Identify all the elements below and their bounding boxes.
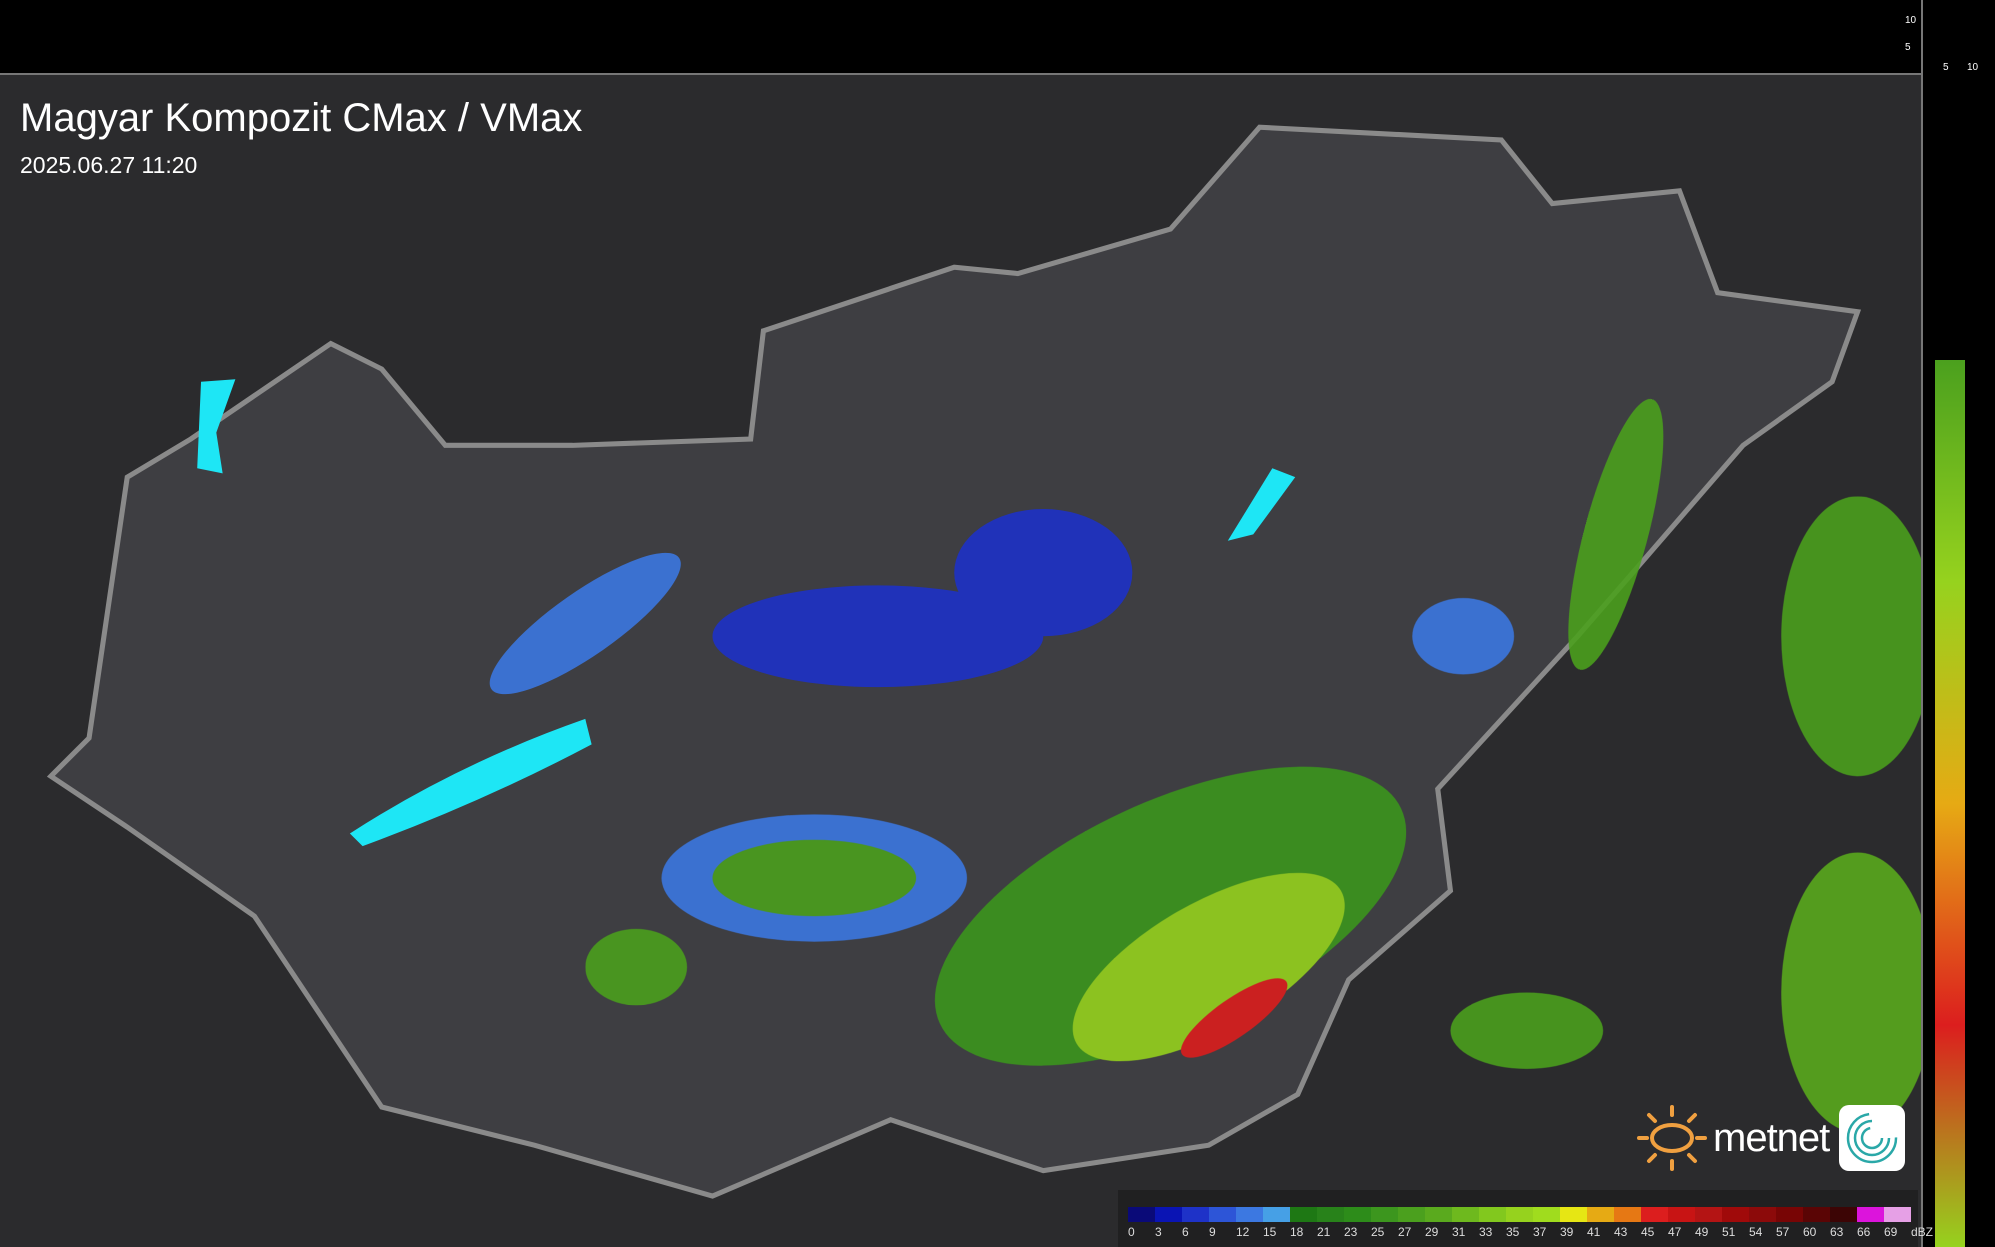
legend-swatch <box>1803 1207 1830 1222</box>
legend-label: 60 <box>1803 1225 1817 1239</box>
lakes <box>197 379 1296 847</box>
legend-label: 21 <box>1317 1225 1331 1239</box>
legend-swatch <box>1641 1207 1668 1222</box>
legend-swatch <box>1668 1207 1695 1222</box>
legend-swatch <box>1776 1207 1803 1222</box>
legend-swatch <box>1263 1207 1290 1222</box>
profile-label-5: 5 <box>1905 42 1911 53</box>
legend-label: 3 <box>1155 1225 1162 1239</box>
legend-swatch <box>1830 1207 1857 1222</box>
metnet-logo: metnet <box>1637 1103 1906 1173</box>
legend-label: 35 <box>1506 1225 1520 1239</box>
legend-label: 49 <box>1695 1225 1709 1239</box>
legend-label: 23 <box>1344 1225 1358 1239</box>
profile-label-right-5: 5 <box>1943 62 1949 73</box>
profile-label-right-10: 10 <box>1967 62 1979 73</box>
legend-label: 25 <box>1371 1225 1385 1239</box>
legend-swatch <box>1317 1207 1344 1222</box>
legend-swatch <box>1182 1207 1209 1222</box>
legend-swatch <box>1398 1207 1425 1222</box>
profile-label-10: 10 <box>1905 15 1917 26</box>
sun-icon <box>1637 1105 1707 1171</box>
legend-label: 63 <box>1830 1225 1844 1239</box>
legend-label: 54 <box>1749 1225 1763 1239</box>
legend-swatch <box>1479 1207 1506 1222</box>
legend-swatch <box>1155 1207 1182 1222</box>
legend-label: 39 <box>1560 1225 1574 1239</box>
legend-label: 12 <box>1236 1225 1250 1239</box>
legend-swatch <box>1533 1207 1560 1222</box>
legend-label: 27 <box>1398 1225 1412 1239</box>
legend-swatch <box>1452 1207 1479 1222</box>
legend-swatch <box>1425 1207 1452 1222</box>
legend-label: 15 <box>1263 1225 1277 1239</box>
legend-swatch <box>1722 1207 1749 1222</box>
legend-label: 45 <box>1641 1225 1655 1239</box>
map-title: Magyar Kompozit CMax / VMax <box>20 96 583 140</box>
map-timestamp: 2025.06.27 11:20 <box>20 152 198 178</box>
legend-swatch <box>1614 1207 1641 1222</box>
swirl-icon <box>1839 1105 1906 1171</box>
legend-swatch <box>1128 1207 1155 1222</box>
vertical-profile-right: 5 10 <box>1921 0 1995 1247</box>
legend-swatch <box>1344 1207 1371 1222</box>
legend-swatch <box>1587 1207 1614 1222</box>
legend-label: 51 <box>1722 1225 1736 1239</box>
legend-label: 47 <box>1668 1225 1682 1239</box>
legend-label: 18 <box>1290 1225 1304 1239</box>
legend-label: 41 <box>1587 1225 1601 1239</box>
legend-swatch <box>1695 1207 1722 1222</box>
legend-swatch <box>1506 1207 1533 1222</box>
legend-swatch <box>1371 1207 1398 1222</box>
legend-label: 37 <box>1533 1225 1547 1239</box>
legend-swatch <box>1236 1207 1263 1222</box>
legend-label: 9 <box>1209 1225 1216 1239</box>
legend-swatch <box>1560 1207 1587 1222</box>
legend-label: 69 <box>1884 1225 1898 1239</box>
legend-label: 6 <box>1182 1225 1189 1239</box>
legend-swatch <box>1884 1207 1911 1222</box>
legend-label: 29 <box>1425 1225 1439 1239</box>
legend-label: 43 <box>1614 1225 1628 1239</box>
legend-swatch <box>1857 1207 1884 1222</box>
profile-right-data <box>1935 360 1965 1247</box>
legend-label: 0 <box>1128 1225 1135 1239</box>
precipitation <box>489 398 1934 1133</box>
legend-labels: 0 3 6 9 12 15 18 21 23 25 27 29 31 33 35 37 39 41 43 45 47 49… <box>1128 1225 1938 1239</box>
legend-swatch <box>1209 1207 1236 1222</box>
dbz-color-legend: 0 3 6 9 12 15 18 21 23 25 27 29 31 33 35 37 39 41 43 45 47 49… <box>1118 1190 1933 1247</box>
legend-label: 57 <box>1776 1225 1790 1239</box>
legend-swatches <box>1128 1207 1911 1222</box>
legend-label: 31 <box>1452 1225 1466 1239</box>
legend-label: 33 <box>1479 1225 1493 1239</box>
vertical-profile-top: 10 5 <box>0 0 1921 75</box>
legend-label: 66 <box>1857 1225 1871 1239</box>
legend-swatch <box>1290 1207 1317 1222</box>
logo-text: metnet <box>1713 1115 1830 1160</box>
legend-swatch <box>1749 1207 1776 1222</box>
legend-unit: dBZ <box>1911 1225 1934 1239</box>
